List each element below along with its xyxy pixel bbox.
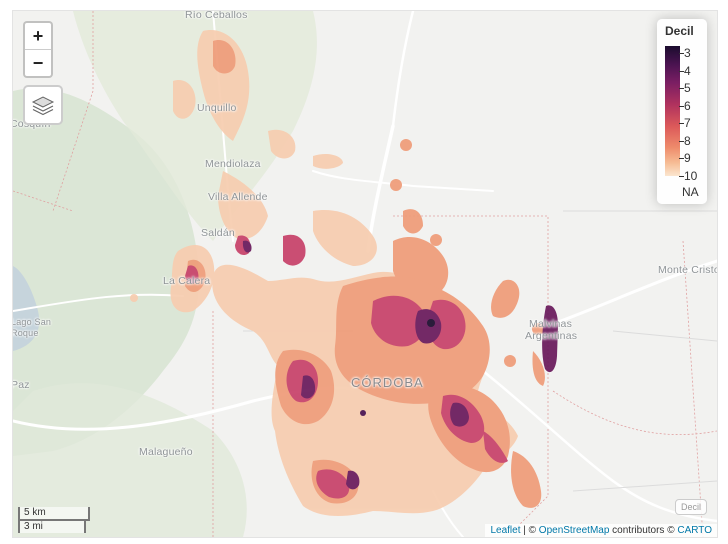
place-label: Paz [12,379,30,391]
legend-na-label: NA [682,185,699,199]
legend-tick [679,70,684,72]
carto-link[interactable]: CARTO [677,525,712,536]
place-label: Villa Allende [208,191,268,203]
attribution: Leaflet | © OpenStreetMap contributors ©… [485,524,717,537]
green-area-north [73,11,317,241]
legend-tick [679,88,684,89]
scale-bar: 5 km 3 mi [18,507,90,533]
green-area-southwest [13,383,247,537]
sierra-green-area [13,88,199,456]
decile-legend: Decil 3 4 5 6 7 8 9 10 NA [657,19,707,204]
legend-tick-label: 9 [684,151,691,165]
place-label: Monte Cristo [658,264,718,276]
legend-tick [679,123,684,124]
basemap [13,11,717,537]
place-label: Mendiolaza [205,158,261,170]
legend-tick-label: 4 [684,63,691,78]
legend-tick-label: 10 [684,168,698,183]
zoom-in-button[interactable]: + [32,26,44,46]
scale-mi: 3 mi [18,519,86,533]
legend-tick [679,105,684,107]
place-label: La Calera [163,275,211,287]
legend-tick-label: 7 [684,116,691,130]
layers-icon [31,96,55,116]
place-label-cordoba: CÓRDOBA [351,375,424,390]
legend-color-ramp [665,46,680,176]
layers-control-button[interactable] [23,85,63,125]
legend-tick [679,140,684,142]
admin-boundaries [13,11,717,537]
legend-tick [679,53,684,54]
legend-tick-label: 8 [684,133,691,148]
place-label: Malagueño [139,446,193,458]
legend-tick-label: 3 [684,46,691,60]
legend-tick [679,175,684,177]
legend-tick-label: 6 [684,98,691,113]
place-label: Roque [12,328,39,338]
place-label: Argentinas [525,330,578,342]
legend-tick [679,158,684,159]
map-container[interactable]: Río Ceballos Unquillo Mendiolaza Villa A… [12,10,718,538]
place-label: Saldán [201,227,235,239]
decile-choropleth [130,30,558,516]
zoom-control: + − [23,21,53,78]
place-label: Río Ceballos [185,10,248,21]
legend-title: Decil [665,24,694,38]
leaflet-link[interactable]: Leaflet [490,525,521,536]
place-label: Unquillo [197,102,237,114]
group-toggle-button[interactable]: Decil [674,499,707,515]
decile-4-areas [242,240,558,490]
place-label: Lago San [12,317,52,327]
osm-link[interactable]: OpenStreetMap [538,525,610,536]
legend-tick-label: 5 [684,81,691,95]
place-label: Malvinas [529,318,573,330]
zoom-out-button[interactable]: − [25,49,51,76]
